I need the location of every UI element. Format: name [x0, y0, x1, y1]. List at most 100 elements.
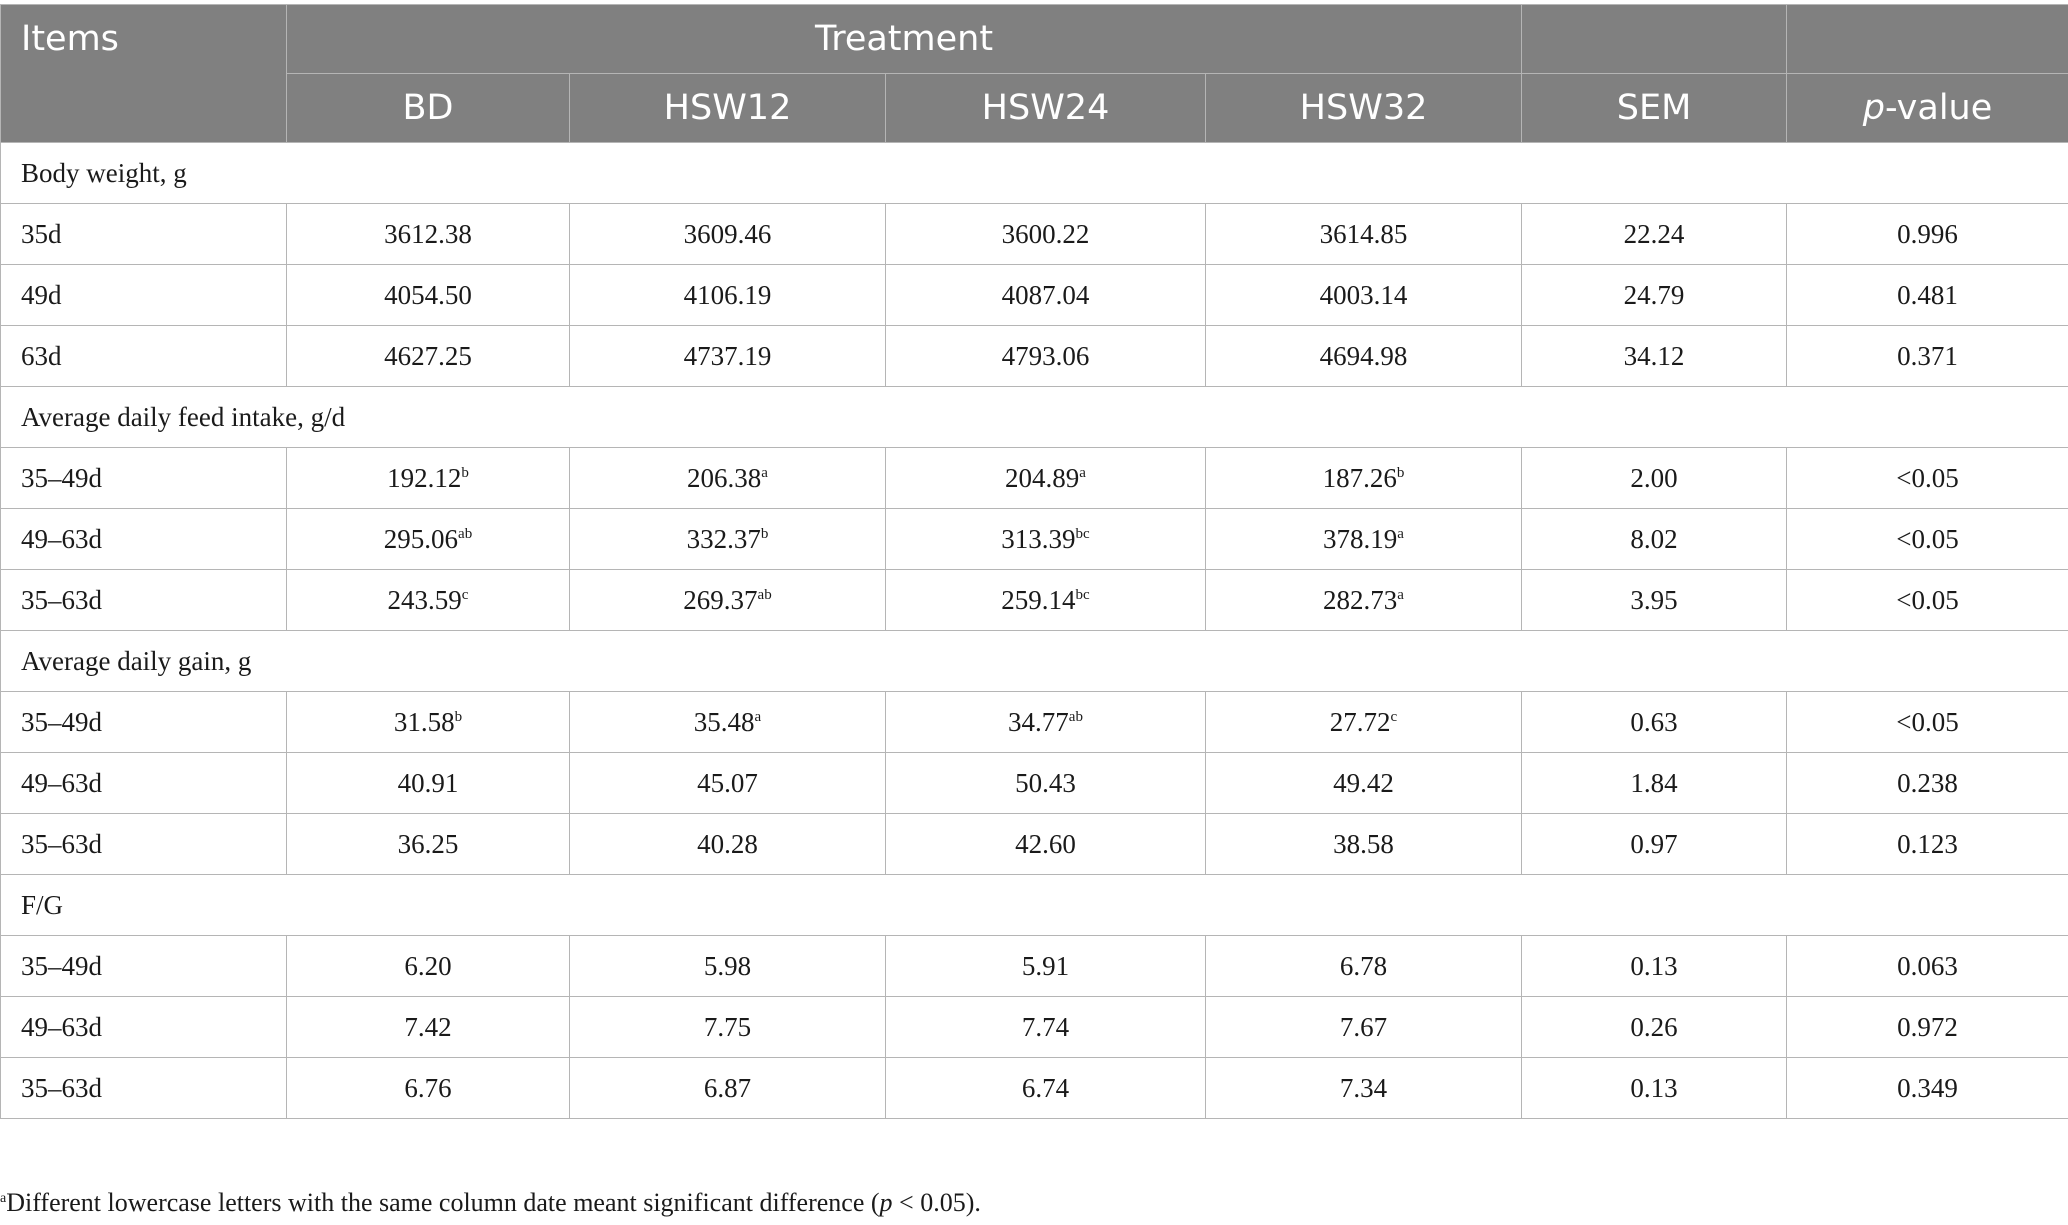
- value-cell: 6.76: [286, 1057, 570, 1119]
- cell-value: 50.43: [1015, 767, 1076, 798]
- value-cell: 4793.06: [885, 325, 1206, 387]
- sem-cell: 1.84: [1521, 752, 1788, 814]
- significance-superscript: b: [461, 464, 469, 481]
- value-cell: 4627.25: [286, 325, 570, 387]
- col-header-p-value: p-value: [1786, 73, 2068, 143]
- cell-value: 3612.38: [384, 218, 472, 249]
- cell-value: 295.06: [383, 523, 459, 554]
- value-cell: 4106.19: [569, 264, 886, 326]
- value-cell: 45.07: [569, 752, 886, 814]
- p-italic: p: [1862, 88, 1885, 128]
- cell-value: 4627.25: [384, 340, 472, 371]
- row-label: 35–63d: [0, 569, 287, 631]
- table-row: 63d 4627.25 4737.19 4793.06 4694.98 34.12 0.37…: [0, 325, 2068, 387]
- col-header-sem: SEM: [1521, 73, 1788, 143]
- cell-value: 7.42: [404, 1011, 452, 1042]
- p-value-cell: 0.371: [1786, 325, 2068, 387]
- value-cell: 35.48a: [569, 691, 886, 753]
- table-row: 49–63d 7.42 7.75 7.74 7.67 0.26 0.972: [0, 996, 2068, 1058]
- row-label: 49–63d: [0, 996, 287, 1058]
- p-value-suffix: -value: [1884, 88, 1993, 128]
- value-cell: 36.25: [286, 813, 570, 875]
- cell-value: 35.48: [693, 706, 755, 737]
- table-row: 35–49d 31.58b 35.48a 34.77ab 27.72c 0.63 <0.05: [0, 691, 2068, 753]
- value-cell: 192.12b: [286, 447, 570, 509]
- significance-superscript: bc: [1075, 586, 1090, 603]
- sem-cell: 0.97: [1521, 813, 1788, 875]
- significance-superscript: a: [1397, 525, 1404, 542]
- significance-superscript: bc: [1075, 525, 1090, 542]
- col-header-bd: BD: [286, 73, 570, 143]
- sem-cell: 0.26: [1521, 996, 1788, 1058]
- cell-value: 45.07: [697, 767, 758, 798]
- value-cell: 332.37b: [569, 508, 886, 570]
- footnote-text-end: < 0.05).: [892, 1188, 981, 1217]
- row-label: 35–49d: [0, 447, 287, 509]
- value-cell: 4054.50: [286, 264, 570, 326]
- cell-value: 3614.85: [1319, 218, 1408, 249]
- section-row: F/G: [0, 874, 2068, 936]
- sem-header-blank: [1521, 4, 1788, 74]
- table-row: 35–63d 243.59c 269.37ab 259.14bc 282.73a 3.95…: [0, 569, 2068, 631]
- table-row: 35–63d 36.25 40.28 42.60 38.58 0.97 0.123: [0, 813, 2068, 875]
- cell-value: 7.74: [1021, 1011, 1070, 1042]
- row-label: 63d: [0, 325, 287, 387]
- cell-value: 7.34: [1339, 1072, 1388, 1103]
- cell-value: 7.67: [1339, 1011, 1388, 1042]
- cell-value: 4737.19: [683, 340, 772, 371]
- value-cell: 6.87: [569, 1057, 886, 1119]
- cell-value: 7.75: [703, 1011, 752, 1042]
- section-title: Average daily gain, g: [0, 630, 2068, 692]
- cell-value: 3609.46: [683, 218, 772, 249]
- cell-value: 378.19: [1323, 523, 1398, 554]
- value-cell: 204.89a: [885, 447, 1206, 509]
- col-header-hsw32: HSW32: [1204, 73, 1523, 143]
- value-cell: 4694.98: [1204, 325, 1523, 387]
- significance-superscript: a: [761, 464, 768, 481]
- value-cell: 7.67: [1204, 996, 1523, 1058]
- p-value-cell: <0.05: [1786, 569, 2068, 631]
- table-body: Body weight, g 35d 3612.38 3609.46 3600.22 36…: [0, 142, 2068, 1119]
- p-value-cell: <0.05: [1786, 508, 2068, 570]
- cell-value: 38.58: [1333, 828, 1394, 859]
- header-row-top: Items Treatment: [0, 4, 2068, 143]
- treatment-header: Treatment: [285, 4, 1523, 74]
- p-value-cell: <0.05: [1786, 447, 2068, 509]
- value-cell: 206.38a: [569, 447, 886, 509]
- value-cell: 3612.38: [286, 203, 570, 265]
- row-label: 35–63d: [0, 1057, 287, 1119]
- footnote-text: Different lowercase letters with the sam…: [6, 1188, 880, 1217]
- value-cell: 269.37ab: [569, 569, 886, 631]
- row-label: 49–63d: [0, 752, 287, 814]
- table-row: 49–63d 295.06ab 332.37b 313.39bc 378.19a 8.02…: [0, 508, 2068, 570]
- significance-superscript: ab: [1068, 708, 1083, 725]
- p-value-cell: 0.349: [1786, 1057, 2068, 1119]
- cell-value: 5.98: [703, 950, 752, 981]
- cell-value: 27.72: [1329, 706, 1391, 737]
- value-cell: 40.28: [569, 813, 886, 875]
- value-cell: 5.91: [885, 935, 1206, 997]
- value-cell: 40.91: [286, 752, 570, 814]
- value-cell: 4003.14: [1204, 264, 1523, 326]
- footnote: aDifferent lowercase letters with the sa…: [0, 1188, 981, 1218]
- significance-superscript: b: [454, 708, 463, 725]
- cell-value: 4793.06: [1001, 340, 1090, 371]
- p-value-cell: 0.123: [1786, 813, 2068, 875]
- sem-cell: 3.95: [1521, 569, 1788, 631]
- p-value-cell: 0.996: [1786, 203, 2068, 265]
- value-cell: 3614.85: [1204, 203, 1523, 265]
- row-label: 49–63d: [0, 508, 287, 570]
- table-row: 35d 3612.38 3609.46 3600.22 3614.85 22.24 0.99…: [0, 203, 2068, 265]
- value-cell: 243.59c: [286, 569, 570, 631]
- cell-value: 192.12: [387, 462, 462, 493]
- cell-value: 3600.22: [1001, 218, 1090, 249]
- p-value-cell: 0.972: [1786, 996, 2068, 1058]
- significance-superscript: c: [1390, 708, 1398, 725]
- cell-value: 332.37: [686, 523, 761, 554]
- value-cell: 3600.22: [885, 203, 1206, 265]
- col-header-hsw24: HSW24: [885, 73, 1206, 143]
- cell-value: 206.38: [687, 462, 762, 493]
- row-label: 35–63d: [0, 813, 287, 875]
- p-header-blank: [1786, 4, 2068, 74]
- value-cell: 259.14bc: [885, 569, 1206, 631]
